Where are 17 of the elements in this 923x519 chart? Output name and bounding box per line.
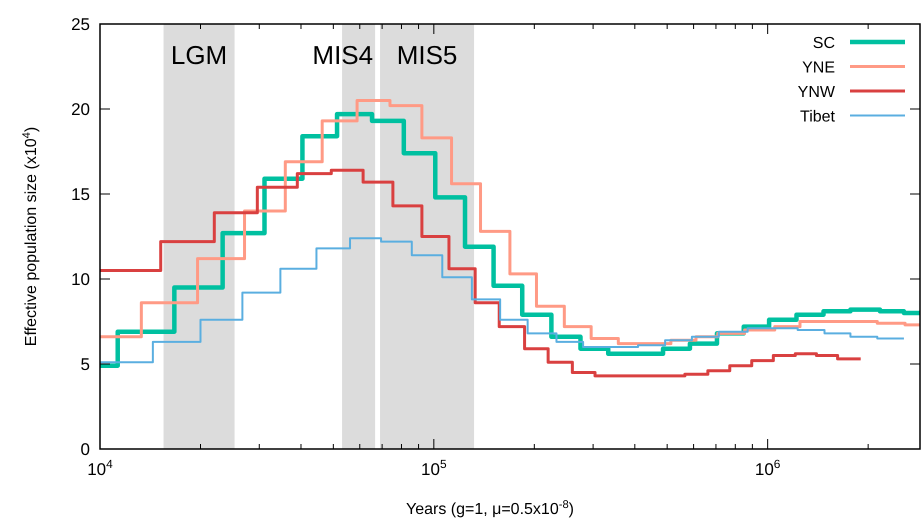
y-tick-label: 15 xyxy=(71,185,90,204)
legend-label: Tibet xyxy=(800,108,836,126)
legend-label: SC xyxy=(812,35,835,52)
x-tick-label: 10$^{4}$ xyxy=(87,457,114,479)
legend-label: YNE xyxy=(802,60,835,76)
band-label: LGM xyxy=(170,40,228,70)
y-tick-label: 0 xyxy=(80,440,90,459)
y-tick-label: 10 xyxy=(71,270,90,289)
x-axis-title: Years (g=1, μ=0.5x10$^{-8}$) xyxy=(406,499,574,518)
y-tick-label: 20 xyxy=(71,100,90,119)
y-tick-label: 25 xyxy=(71,15,90,34)
y-tick-label: 5 xyxy=(80,355,90,374)
band-label: MIS5 xyxy=(396,40,458,70)
x-tick-label: 10$^{5}$ xyxy=(421,457,447,479)
legend-label: YNW xyxy=(798,84,836,101)
x-tick-label: 10$^{6}$ xyxy=(754,457,781,479)
band-label: MIS4 xyxy=(312,40,374,70)
